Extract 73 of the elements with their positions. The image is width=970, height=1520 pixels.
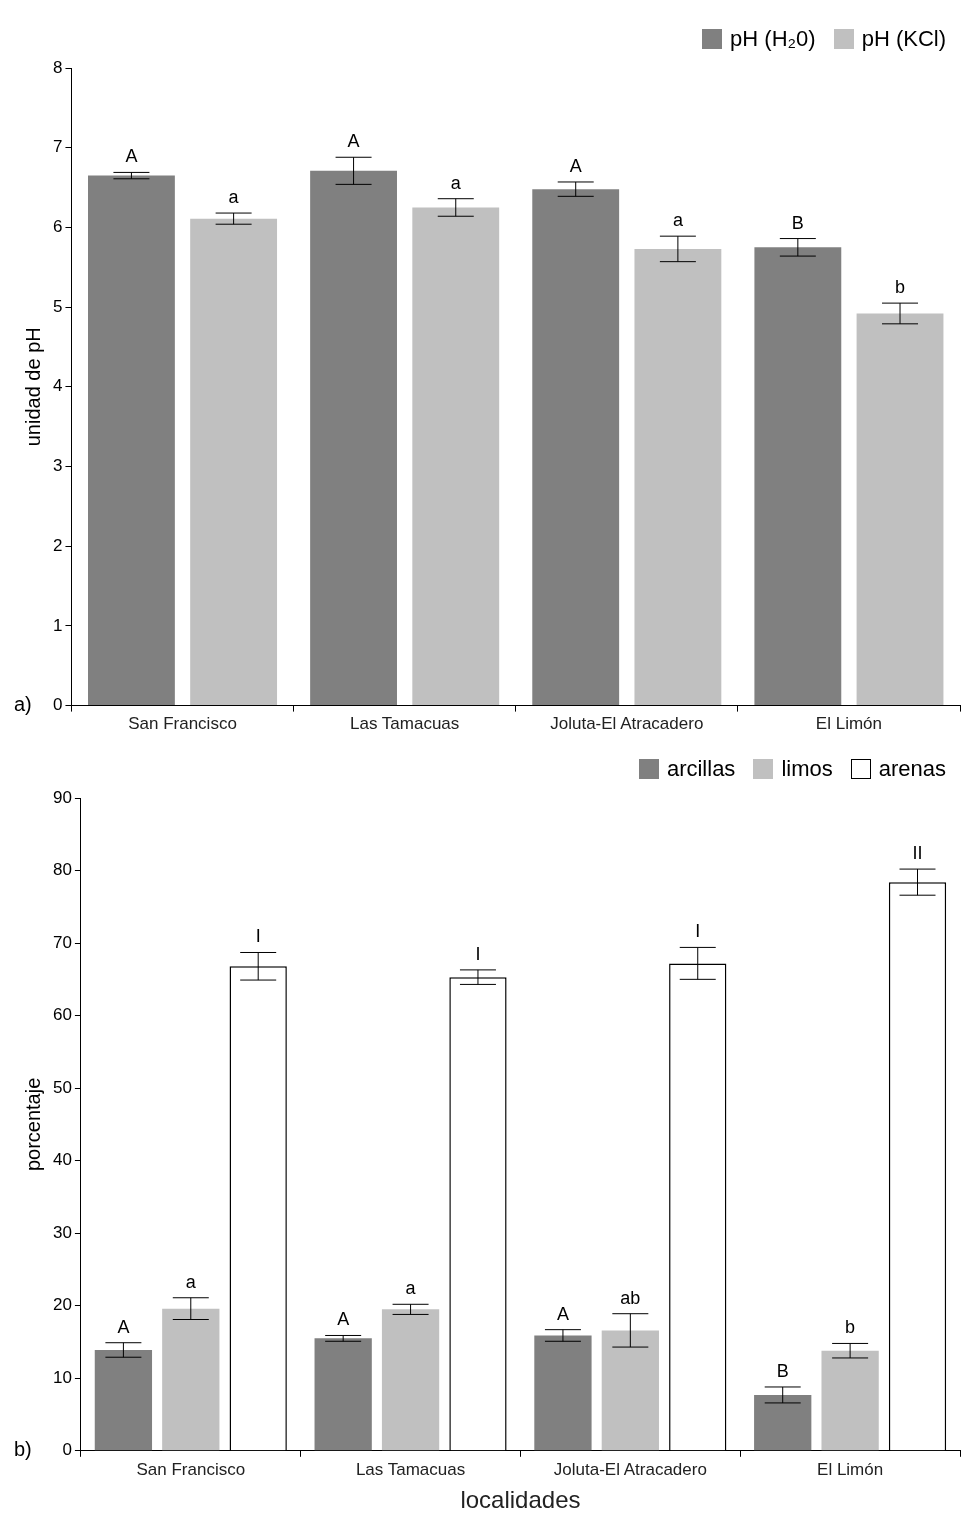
bar xyxy=(821,1350,879,1451)
data-label: A xyxy=(337,1309,350,1330)
data-label: I xyxy=(475,943,481,964)
x-tick-label: Las Tamacuas xyxy=(350,714,460,734)
y-tick-label: 0 xyxy=(62,1440,72,1460)
data-label: I xyxy=(255,926,261,947)
y-tick-label: 7 xyxy=(52,137,63,157)
y-tick-label: 8 xyxy=(52,57,63,77)
legend-label: limos xyxy=(781,756,833,782)
y-tick-label: 5 xyxy=(52,296,63,316)
bar xyxy=(534,1335,592,1451)
data-label: I xyxy=(695,921,701,942)
data-label: A xyxy=(117,1316,130,1337)
x-tick-label: El Limón xyxy=(815,714,882,734)
bar xyxy=(856,313,944,706)
legend-label: arenas xyxy=(878,756,946,782)
bar xyxy=(310,170,397,706)
text: b) xyxy=(14,1438,32,1461)
data-label: a xyxy=(228,187,240,208)
y-tick-label: 90 xyxy=(52,787,72,807)
bar xyxy=(190,218,278,706)
data-label: A xyxy=(125,146,138,167)
y-tick-label: 30 xyxy=(52,1222,72,1242)
y-tick-label: 80 xyxy=(52,860,72,880)
bar xyxy=(754,1394,812,1451)
data-label: a xyxy=(185,1271,197,1292)
x-tick-label: El Limón xyxy=(817,1459,884,1479)
y-tick-label: 2 xyxy=(52,535,63,555)
y-tick-label: 3 xyxy=(52,456,63,476)
data-label: B xyxy=(791,212,804,233)
y-tick-label: 4 xyxy=(52,376,63,396)
y-tick-label: 10 xyxy=(52,1367,72,1387)
y-tick-label: 6 xyxy=(52,217,63,237)
bar xyxy=(94,1349,153,1451)
data-label: A xyxy=(347,131,360,152)
data-label: b xyxy=(895,277,906,298)
x-axis-title: localidades xyxy=(460,1486,581,1514)
y-tick-label: 0 xyxy=(52,695,63,715)
y-tick-label: 60 xyxy=(52,1005,72,1025)
y-axis-title: porcentaje xyxy=(21,1077,44,1172)
bar xyxy=(412,207,500,706)
bar xyxy=(634,248,722,706)
y-tick-label: 1 xyxy=(52,615,63,635)
y-tick-label: 20 xyxy=(52,1295,72,1315)
data-label: b xyxy=(845,1317,856,1338)
bar xyxy=(532,189,620,706)
bar xyxy=(381,1309,440,1451)
data-label: A xyxy=(556,1303,569,1324)
bar xyxy=(88,175,175,706)
data-label: a xyxy=(672,210,684,231)
data-label: a xyxy=(450,172,462,193)
text: a) xyxy=(14,693,32,716)
bar xyxy=(754,247,842,706)
legend-label: pH (KCl) xyxy=(861,26,946,52)
y-tick-label: 70 xyxy=(52,932,72,952)
y-tick-label: 40 xyxy=(52,1150,72,1170)
data-label: a xyxy=(405,1278,417,1299)
bar xyxy=(601,1330,659,1451)
bar xyxy=(314,1338,372,1451)
legend-label: pH (H₂0) xyxy=(730,26,816,52)
y-tick-label: 50 xyxy=(52,1077,72,1097)
data-label: II xyxy=(912,843,923,864)
data-label: A xyxy=(569,155,582,176)
legend-label: arcillas xyxy=(666,756,736,782)
x-tick-label: Joluta-El Atracadero xyxy=(550,714,704,734)
x-tick-label: San Francisco xyxy=(136,1459,246,1479)
x-tick-label: Las Tamacuas xyxy=(355,1459,466,1479)
x-tick-label: Joluta-El Atracadero xyxy=(553,1459,707,1479)
bar xyxy=(162,1308,220,1451)
x-tick-label: San Francisco xyxy=(128,714,237,734)
data-label: B xyxy=(776,1360,789,1381)
y-axis-title: unidad de pH xyxy=(21,327,44,447)
data-label: ab xyxy=(620,1287,641,1308)
